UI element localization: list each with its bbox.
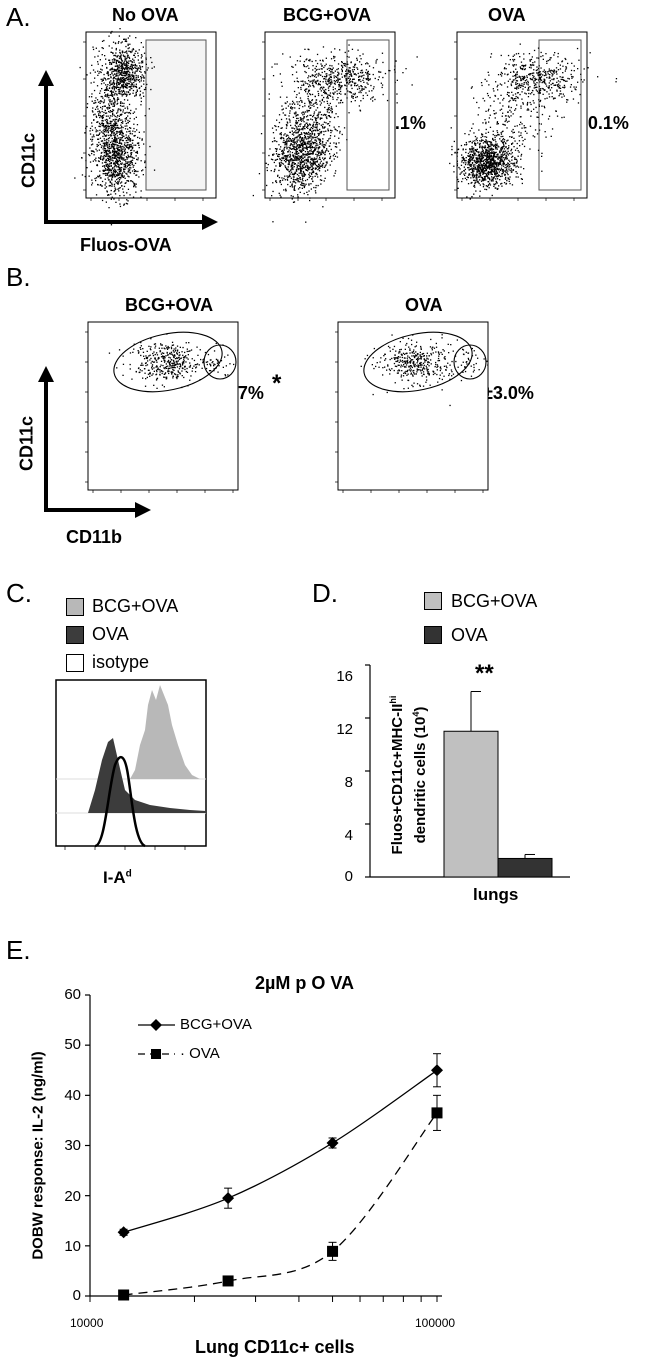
d-ytick-4: 4 — [344, 827, 353, 844]
panel-a-y-arrowhead — [38, 70, 54, 86]
panel-e-legend-marker-ova — [151, 1049, 161, 1059]
panel-a-gate-3 — [538, 39, 582, 191]
e-ytick-30: 30 — [64, 1137, 81, 1154]
panel-e-point-bcg-ova-3 — [431, 1064, 443, 1077]
panel-b-plot-frame-1 — [87, 321, 239, 491]
e-ytick-0: 0 — [72, 1287, 81, 1304]
panel-e-point-bcg-ova-1 — [222, 1192, 235, 1205]
d-ytick-16: 16 — [336, 668, 353, 685]
e-legend-label-bcg-ova: BCG+OVA — [180, 1016, 252, 1033]
panel-c-histogram-isotype — [94, 755, 146, 848]
panel-d-significance: ** — [475, 660, 494, 687]
panel-a-plot-frame-3 — [456, 31, 588, 199]
legend-swatch-bcg-ova — [66, 598, 84, 616]
panel-a-population-low-1 — [74, 63, 156, 226]
d-category-label: lungs — [473, 885, 519, 904]
d-ytick-12: 12 — [336, 721, 353, 738]
panel-e-xlabel: Lung CD11c+ cells — [195, 1337, 355, 1357]
panel-a-title-2: BCG+OVA — [283, 5, 372, 25]
panel-b-significance: * — [272, 370, 282, 397]
panel-c-histogram-ova — [88, 738, 206, 813]
panel-e-legend-marker-bcg-ova — [150, 1019, 162, 1031]
panel-a-population-low-3 — [449, 121, 525, 200]
panel-a-population-high-1 — [86, 28, 155, 114]
d-ytick-8: 8 — [344, 774, 353, 791]
panel-b-population-2 — [360, 334, 467, 407]
e-xtick-100000: 100000 — [415, 1316, 456, 1330]
panel-b-title-1: BCG+OVA — [125, 295, 214, 315]
panel-a-title-3: OVA — [488, 5, 526, 25]
e-ytick-40: 40 — [64, 1087, 81, 1104]
panel-a-population-high-3 — [470, 43, 618, 118]
panel-a-population-mid-1 — [79, 35, 131, 177]
panel-b-title-2: OVA — [405, 295, 443, 315]
legend-swatch-ova — [66, 626, 84, 644]
panel-a-xlabel: Fluos-OVA — [80, 235, 172, 255]
panel-b-gate-main-2 — [363, 331, 473, 393]
panel-e-point-bcg-ova-2 — [326, 1136, 339, 1149]
panel-b-gate-small-2 — [453, 344, 487, 380]
panel-b-gate-main-1 — [113, 331, 223, 393]
panel-c-histogram-bcg-ova — [130, 685, 200, 779]
panel-e-point-ova-3 — [431, 1107, 443, 1119]
panel-d-letter: D. — [312, 578, 338, 608]
panel-e-line-bcg-ova — [123, 1069, 438, 1233]
panel-a-title-1: No OVA — [112, 5, 179, 25]
panel-e-letter: E. — [6, 935, 31, 965]
panel-e-line-ova — [123, 1112, 438, 1296]
panel-a-graphics — [38, 28, 618, 230]
panel-d-bar-ova — [497, 857, 553, 878]
panel-b-letter: B. — [6, 262, 31, 292]
panel-a-letter: A. — [6, 2, 31, 32]
panel-d-graphics — [365, 664, 570, 878]
legend-label-d-ova: OVA — [451, 625, 488, 645]
d-ytick-0: 0 — [344, 868, 353, 885]
e-ytick-60: 60 — [64, 986, 81, 1003]
panel-e-graphics — [85, 994, 443, 1302]
legend-swatch-d-bcg-ova — [424, 592, 442, 610]
legend-swatch-isotype — [66, 654, 84, 672]
panel-c-letter: C. — [6, 578, 32, 608]
panel-a-population-mid-3 — [450, 63, 563, 175]
panel-e-point-ova-2 — [327, 1245, 339, 1257]
legend-label-d-bcg-ova: BCG+OVA — [451, 591, 538, 611]
panel-a-gate-1 — [145, 39, 207, 191]
panel-b-y-arrowhead — [38, 366, 54, 382]
legend-label-bcg-ova: BCG+OVA — [92, 596, 179, 616]
legend-label-isotype: isotype — [92, 652, 150, 672]
e-legend-label-ova: · OVA — [180, 1045, 220, 1062]
panel-a-gate-2 — [346, 39, 390, 191]
panel-a-x-arrowhead — [202, 214, 218, 230]
panel-d-bar-bcg-ova — [443, 730, 499, 878]
panel-e-title: 2µM p O VA — [255, 973, 355, 993]
panel-a-population-high-2 — [271, 44, 418, 118]
e-xtick-10000: 10000 — [70, 1316, 104, 1330]
panel-e-point-ova-1 — [222, 1275, 234, 1287]
panel-e-point-ova-0 — [118, 1289, 130, 1301]
panel-a-population-mid-2 — [268, 56, 376, 174]
e-ytick-10: 10 — [64, 1238, 81, 1255]
e-ytick-50: 50 — [64, 1036, 81, 1053]
panel-b-plot-frame-2 — [337, 321, 489, 491]
panel-b-xlabel: CD11b — [66, 527, 123, 547]
panel-b-graphics — [38, 321, 489, 518]
panel-e-point-bcg-ova-0 — [117, 1226, 130, 1239]
panel-b-gate-small-1 — [203, 344, 237, 380]
legend-swatch-d-ova — [424, 626, 442, 644]
panel-b-population-1 — [108, 333, 226, 389]
panel-b-x-arrowhead — [135, 502, 151, 518]
legend-label-ova: OVA — [92, 624, 129, 644]
panel-c-graphics — [55, 679, 207, 850]
panel-c-xlabel: I-Ad — [103, 868, 132, 887]
e-ytick-20: 20 — [64, 1188, 81, 1205]
